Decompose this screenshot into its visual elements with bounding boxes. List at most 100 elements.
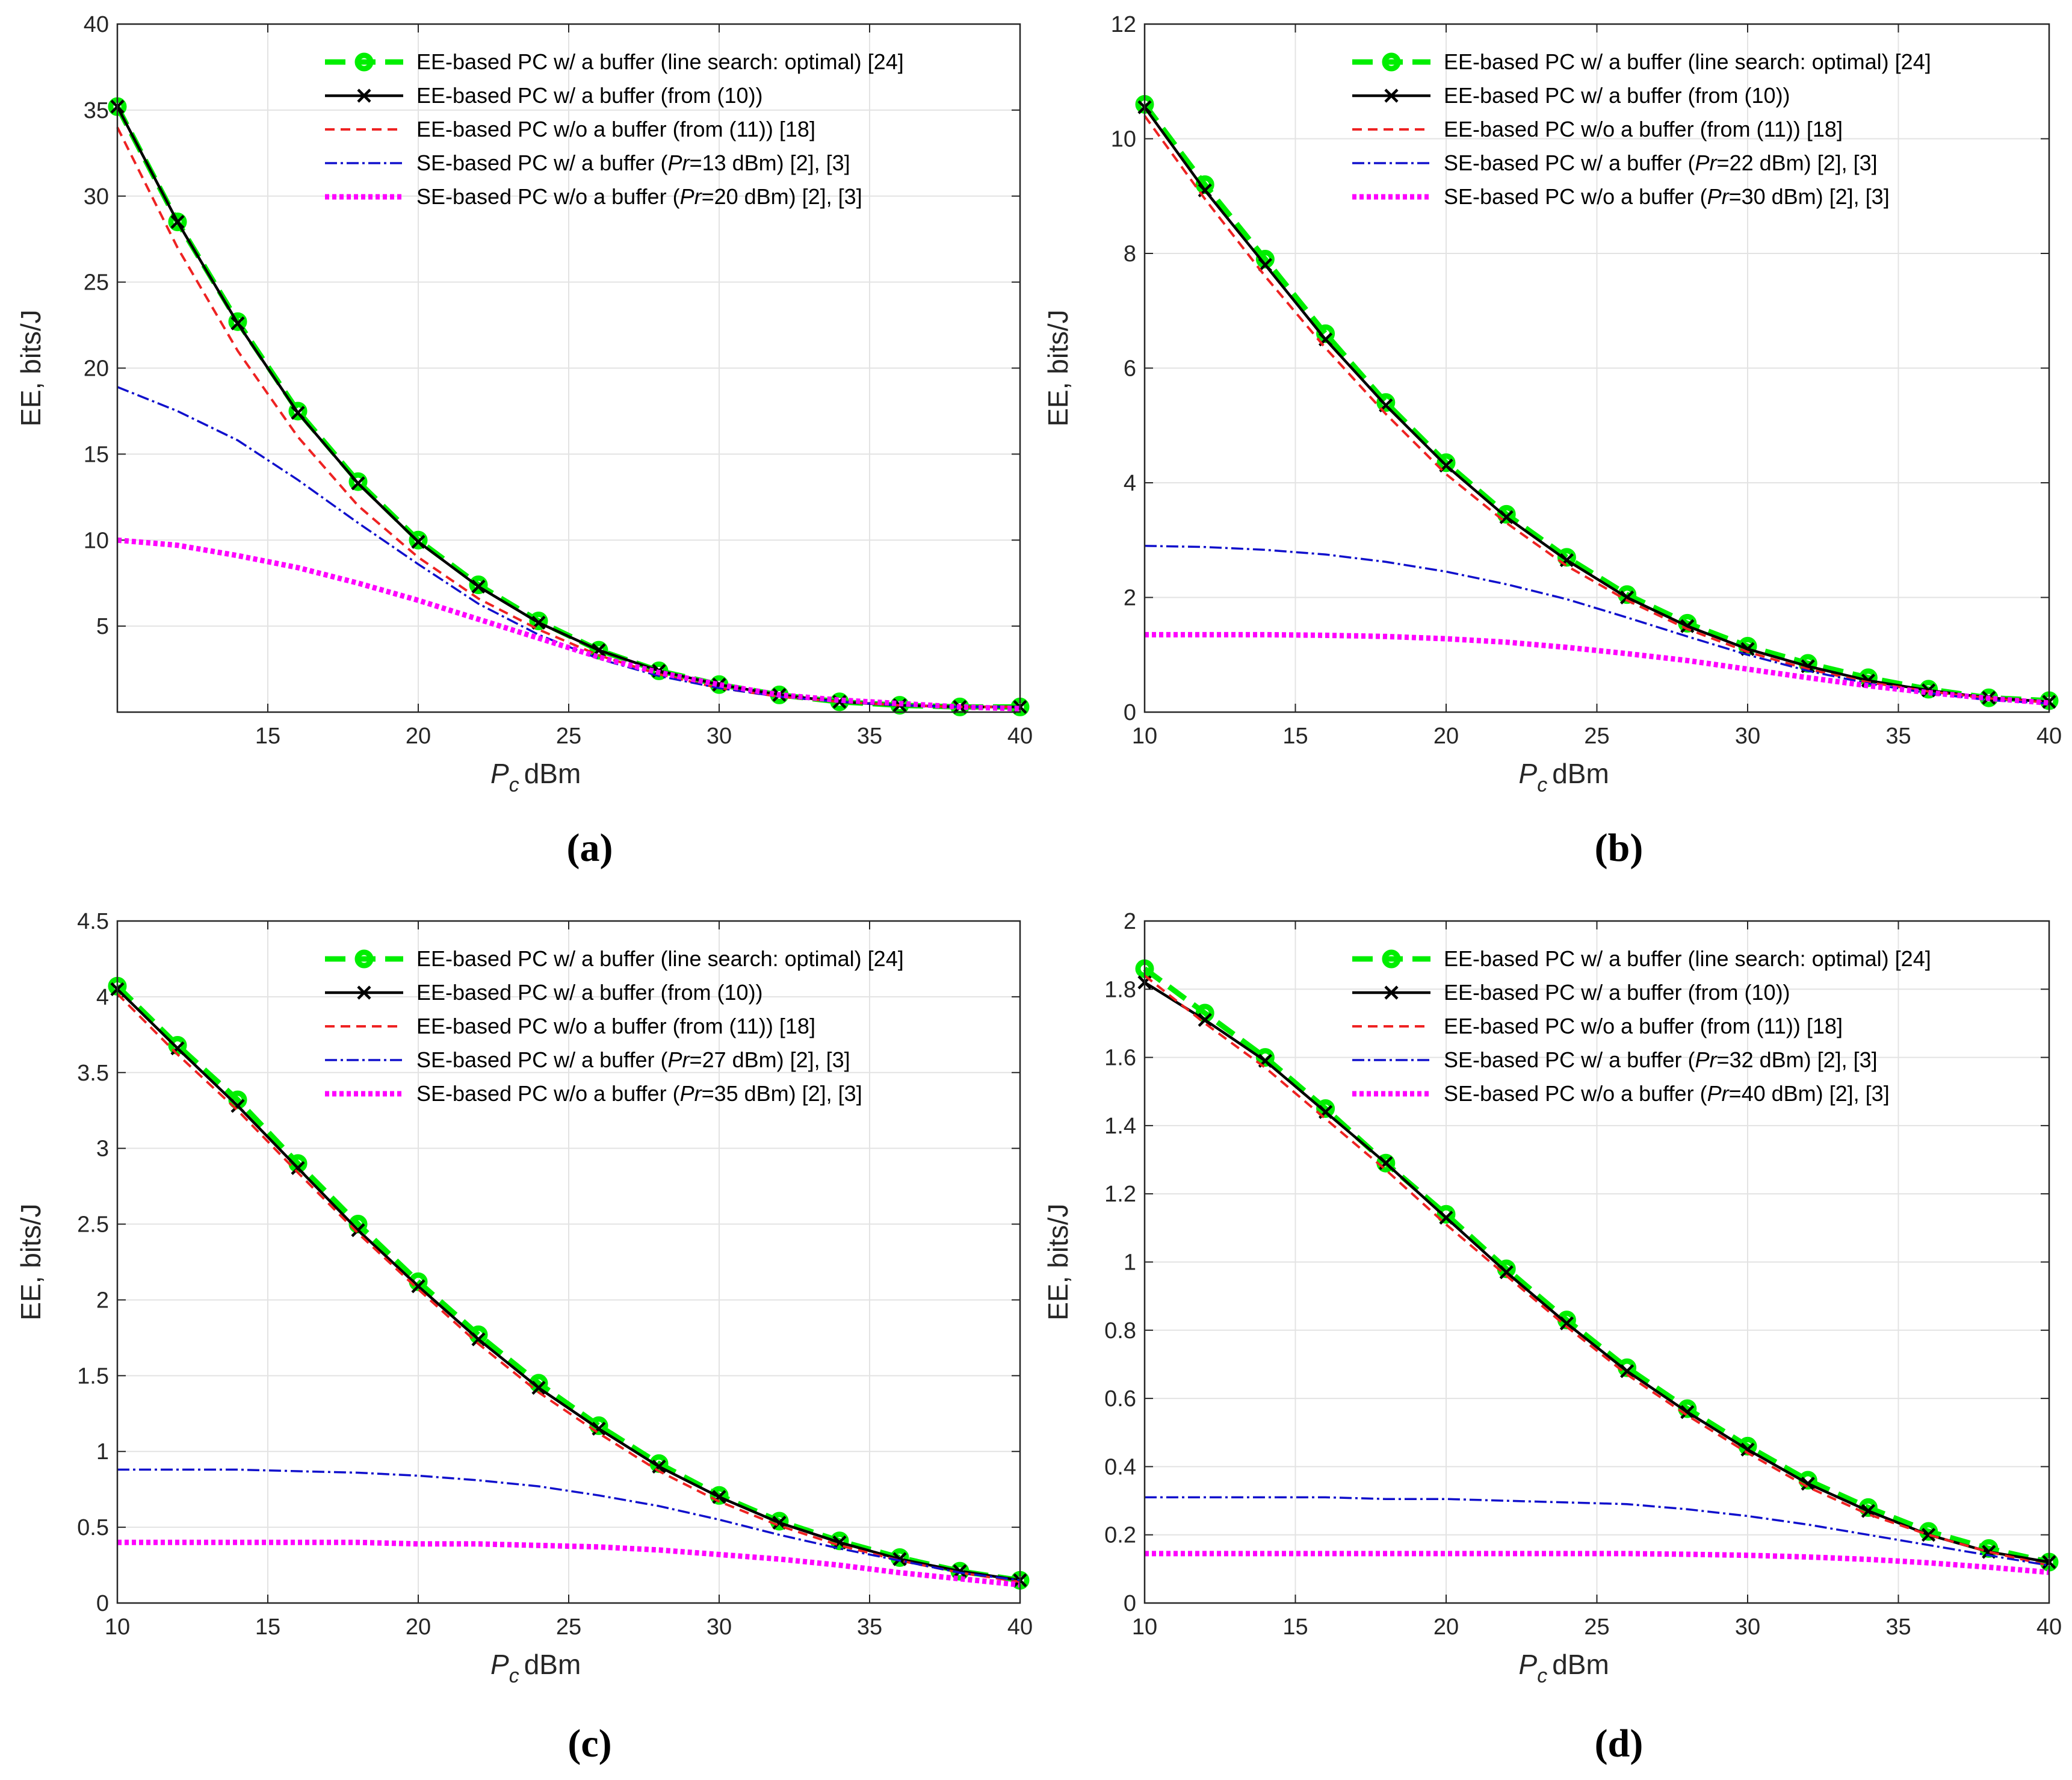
x-tick-label: 10 (1132, 724, 1157, 749)
data-point-x (1740, 1442, 1755, 1457)
series-line-ee_nobuffer (116, 126, 1020, 709)
y-tick-label: 1.8 (1104, 977, 1136, 1002)
data-point-x (411, 1279, 425, 1294)
data-point-x (712, 1490, 726, 1504)
legend-marker-circle (1382, 949, 1401, 969)
legend-text: =30 dBm) [2], [3] (1729, 184, 1890, 209)
y-tick-label: 2 (1124, 586, 1136, 611)
legend-marker-circle (354, 949, 374, 969)
legend-label-se_nobuffer: SE-based PC w/o a buffer (Pr=30 dBm) [2]… (1444, 184, 1890, 209)
x-tick-label: 40 (1007, 1614, 1033, 1640)
x-tick-label: 40 (2036, 724, 2062, 749)
y-tick-label: 0.2 (1104, 1523, 1136, 1548)
y-tick-label: 20 (84, 356, 109, 382)
series-line-ee_from10 (1143, 981, 2050, 1564)
caption-a: (a) (567, 826, 613, 870)
x-axis-label: Pc dBm (1519, 1649, 1609, 1687)
data-point-circle (529, 612, 548, 631)
caption-c: (c) (567, 1722, 611, 1766)
x-axis-subscript: c (1537, 1664, 1547, 1687)
x-tick-label: 35 (1885, 724, 1911, 749)
legend-pr-symbol: Pr (680, 1081, 703, 1106)
y-tick-label: 30 (84, 184, 109, 209)
y-tick-label: 2.5 (77, 1212, 109, 1238)
x-axis-subscript: c (509, 774, 519, 796)
legend-pr-symbol: Pr (668, 150, 691, 175)
data-point-x (1499, 510, 1514, 524)
legend-text: =35 dBm) [2], [3] (702, 1081, 862, 1106)
x-axis-unit: dBm (1552, 758, 1609, 789)
panel-b: 10 15 20 25 30 35 40 0 2 4 6 8 10 12 EE-based PC w/ a … (1042, 12, 2062, 796)
y-tick-label: 1.4 (1104, 1114, 1136, 1139)
legend-label-se_nobuffer: SE-based PC w/o a buffer (Pr=40 dBm) [2]… (1444, 1081, 1890, 1106)
legend-pr-symbol: Pr (680, 184, 703, 209)
y-tick-label: 4.5 (77, 909, 109, 934)
legend-label-ee_linesearch: EE-based PC w/ a buffer (line search: op… (1444, 49, 1931, 74)
y-tick-label: 40 (84, 12, 109, 37)
panel-a: 15 20 25 30 35 40 5 10 15 20 25 30 35 40 EE-based PC w… (15, 12, 1033, 796)
legend-label-se_nobuffer: SE-based PC w/o a buffer (Pr=20 dBm) [2]… (416, 184, 862, 209)
legend-text: =40 dBm) [2], [3] (1729, 1081, 1890, 1106)
x-tick-label: 15 (255, 724, 280, 749)
y-tick-label: 15 (84, 442, 109, 467)
y-tick-label: 10 (84, 528, 109, 553)
panel-c: 10 15 20 25 30 35 40 0 0.5 1 1.5 2 2.5 3 3.5 4 4.5 EE-bas… (15, 909, 1033, 1687)
y-tick-label: 6 (1124, 356, 1136, 382)
legend-label-ee_nobuffer: EE-based PC w/o a buffer (from (11)) [18… (416, 117, 815, 141)
legend-text: =22 dBm) [2], [3] (1717, 150, 1878, 175)
data-point-circle (1376, 393, 1396, 412)
legend-text: =20 dBm) [2], [3] (702, 184, 862, 209)
x-tick-label: 20 (1433, 1614, 1459, 1640)
x-axis-subscript: c (509, 1664, 519, 1687)
y-tick-label: 0.4 (1104, 1454, 1136, 1480)
legend-text: SE-based PC w/ a buffer ( (416, 1047, 668, 1072)
series-line-se_nobuffer (1145, 1551, 2050, 1575)
y-tick-label: 0 (96, 1591, 109, 1616)
legend-label-se_nobuffer: SE-based PC w/o a buffer (Pr=35 dBm) [2]… (416, 1081, 862, 1106)
panel-d: 10 15 20 25 30 35 40 0 0.2 0.4 0.6 0.8 1 1.2 1.4 1.6 1.8… (1042, 909, 2062, 1687)
x-tick-label: 25 (1584, 1614, 1609, 1640)
legend-marker-circle (1382, 52, 1401, 72)
series-line-se_nobuffer (117, 1539, 1021, 1588)
series-line-ee_linesearch (1143, 966, 2050, 1565)
series-line-ee_nobuffer (1143, 115, 2050, 704)
data-point-x (411, 535, 425, 549)
legend-text: SE-based PC w/o a buffer ( (1444, 184, 1707, 209)
data-point-circle (1497, 504, 1516, 524)
legend-label-se_buffer: SE-based PC w/ a buffer (Pr=27 dBm) [2],… (416, 1047, 850, 1072)
data-point-circle (288, 402, 308, 421)
y-tick-label: 8 (1124, 241, 1136, 267)
legend-marker-circle (354, 52, 374, 72)
series-line-ee_from10 (1143, 106, 2050, 704)
data-point-circle (348, 472, 368, 491)
data-point-circle (168, 212, 187, 232)
legend-pr-symbol: Pr (1695, 1047, 1718, 1072)
x-tick-label: 15 (1282, 724, 1308, 749)
axes-box (1143, 23, 2050, 713)
data-point-x (652, 1459, 666, 1474)
legend-text: SE-based PC w/o a buffer ( (416, 1081, 680, 1106)
y-tick-label: 12 (1111, 12, 1136, 37)
x-tick-label: 30 (707, 1614, 732, 1640)
data-point-x (1559, 1316, 1574, 1331)
x-axis-unit: dBm (524, 1649, 581, 1680)
data-point-x (1801, 1477, 1815, 1491)
x-tick-label: 20 (1433, 724, 1459, 749)
data-point-x (953, 1564, 967, 1578)
x-axis-label: Pc dBm (490, 758, 581, 796)
data-point-x (772, 1515, 787, 1530)
legend-text: =27 dBm) [2], [3] (690, 1047, 850, 1072)
x-axis-subscript: c (1537, 774, 1547, 796)
x-tick-label: 20 (406, 724, 431, 749)
legend-text: SE-based PC w/ a buffer ( (1444, 1047, 1695, 1072)
legend-label-se_buffer: SE-based PC w/ a buffer (Pr=22 dBm) [2],… (1444, 150, 1878, 175)
data-point-circle (589, 640, 608, 660)
data-point-circle (409, 530, 428, 550)
data-point-circle (469, 575, 488, 595)
y-tick-label: 1.2 (1104, 1182, 1136, 1207)
data-point-circle (288, 1154, 308, 1173)
y-axis-label: EE, bits/J (15, 309, 46, 426)
x-axis-label: Pc dBm (490, 1649, 581, 1687)
x-tick-label: 30 (1735, 1614, 1760, 1640)
